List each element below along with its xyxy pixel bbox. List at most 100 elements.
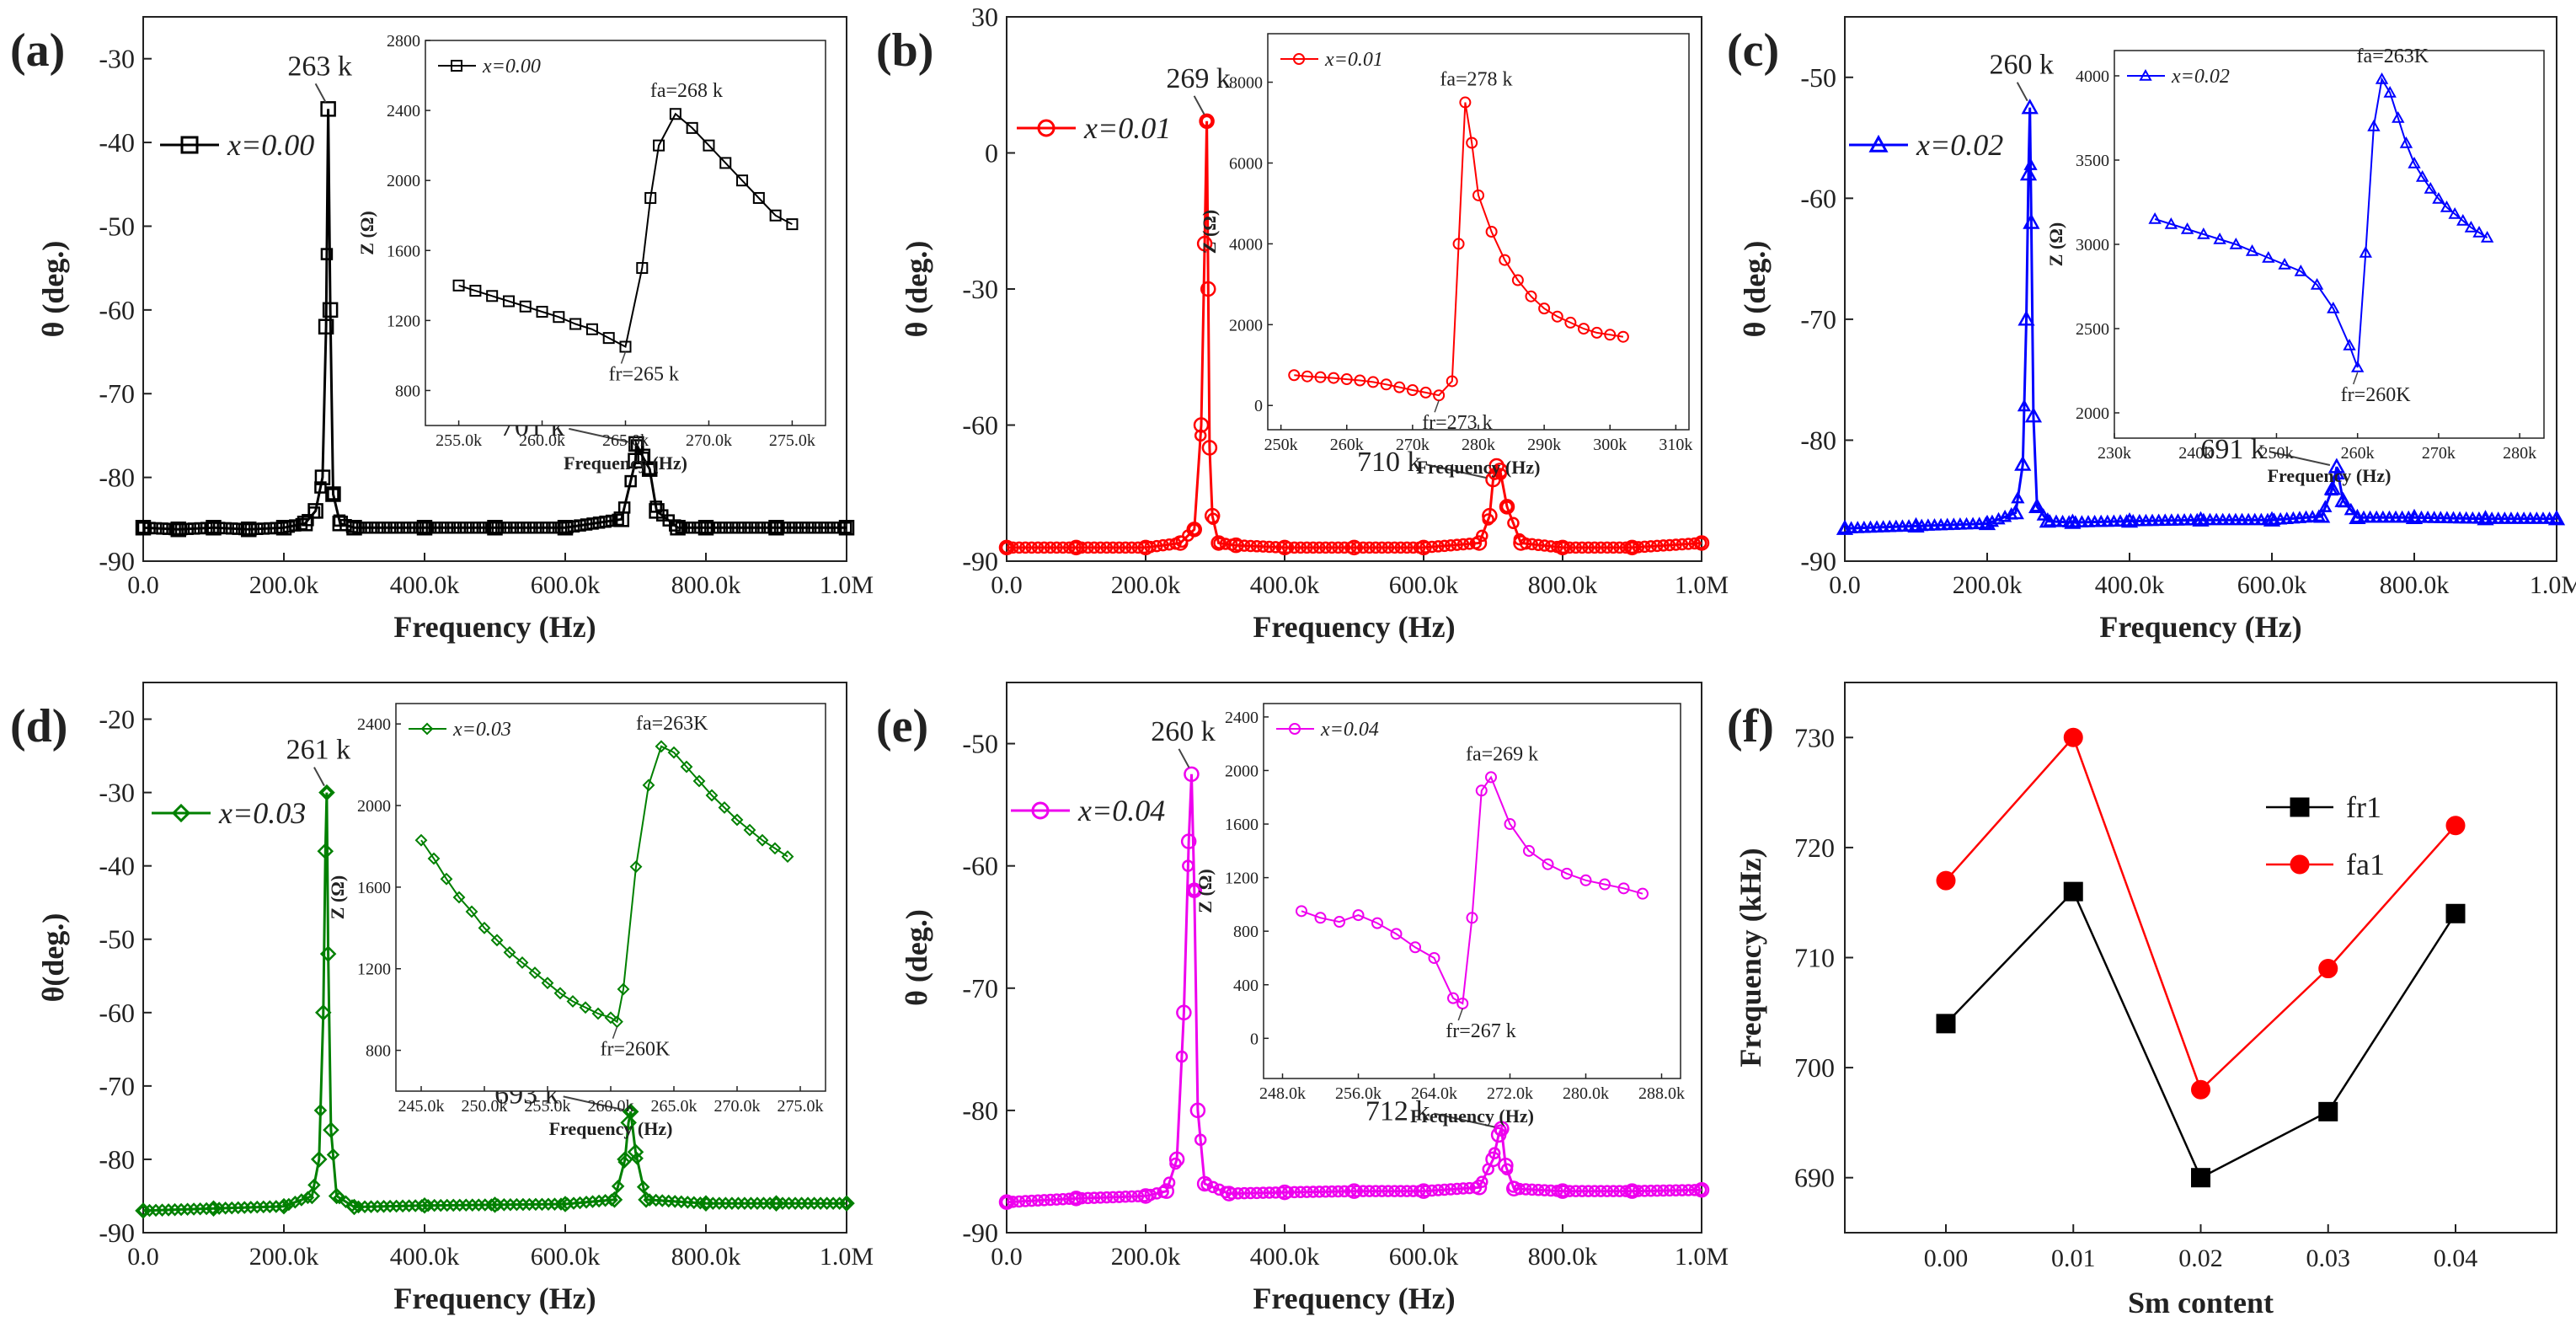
data-point xyxy=(2388,510,2403,523)
inset-data-point xyxy=(1352,909,1365,922)
data-point xyxy=(1425,540,1439,554)
inset-data-point xyxy=(1466,912,1478,924)
data-point xyxy=(1188,884,1200,896)
inset-x-tick-label: 240k xyxy=(2178,444,2212,463)
data-point xyxy=(1959,516,1974,530)
data-point xyxy=(1657,1184,1670,1197)
inset-data-point xyxy=(1367,376,1379,388)
data-point xyxy=(428,521,441,534)
series-line xyxy=(1006,773,1702,1204)
inset-fr-annotation: fr=260K xyxy=(601,1039,671,1061)
data-point xyxy=(1563,1185,1576,1197)
inset-plot: 800 1200 1600 2000 2400 245.0k 250.0k 255.0k 260… xyxy=(327,703,826,1139)
data-point xyxy=(2126,513,2140,527)
data-point xyxy=(1663,1184,1676,1197)
data-point xyxy=(1211,535,1227,551)
data-point xyxy=(1388,541,1401,554)
annotation-antiresonance: 712 k xyxy=(1365,1096,1430,1127)
data-point xyxy=(795,521,808,534)
inset-x-tick-label: 270.0k xyxy=(714,1097,761,1116)
inset-x-axis-label: Frequency (Hz) xyxy=(564,452,687,474)
data-point xyxy=(1294,1186,1307,1199)
inset-fa-annotation: fa=269 k xyxy=(1466,743,1538,765)
data-point xyxy=(1288,1186,1301,1199)
data-point xyxy=(1688,1184,1701,1196)
data-point xyxy=(2434,511,2448,523)
data-point xyxy=(1301,1186,1313,1198)
data-point xyxy=(2190,512,2205,526)
data-point xyxy=(1876,520,1890,533)
y-tick-label: -80 xyxy=(962,1095,998,1126)
data-point xyxy=(1444,1183,1457,1196)
inset-data-point xyxy=(2148,211,2162,224)
data-point xyxy=(2466,511,2480,524)
plot-frame xyxy=(142,16,847,562)
inset-data-point xyxy=(2424,181,2437,194)
panel-c: (c) -90 -80 -70 -60 -50 0.0 200.0k 400.0k 600.0k 8… xyxy=(1727,16,2576,644)
data-point xyxy=(1204,507,1221,524)
data-point xyxy=(1588,1185,1601,1197)
data-point xyxy=(1693,1181,1710,1198)
data-point xyxy=(1019,1195,1032,1207)
data-point xyxy=(1186,522,1202,538)
panel-label: (a) xyxy=(10,24,65,77)
inset-legend-label: x=0.04 xyxy=(1320,719,1379,741)
data-point xyxy=(2228,512,2243,526)
x-axis-label: Sm content xyxy=(2128,1286,2274,1319)
x-tick-label: 0.01 xyxy=(2051,1244,2096,1272)
data-point xyxy=(1263,540,1276,554)
inset-data-point xyxy=(1617,330,1629,343)
data-point xyxy=(1056,1192,1070,1206)
data-point xyxy=(1978,514,1996,531)
data-point xyxy=(516,521,530,534)
data-point xyxy=(1432,540,1445,553)
data-point xyxy=(212,522,226,534)
y-axis-label: θ(deg.) xyxy=(36,913,70,1003)
data-point xyxy=(1168,1151,1185,1168)
data-point xyxy=(2017,399,2032,412)
inset-data-point xyxy=(2164,217,2178,229)
data-point xyxy=(251,522,264,536)
data-point xyxy=(1176,1004,1192,1021)
data-point xyxy=(2331,467,2345,480)
inset-data-point xyxy=(1296,905,1307,918)
inset-y-tick-label: 6000 xyxy=(1229,154,1263,173)
data-point xyxy=(1044,1193,1057,1207)
inset-y-tick-label: 1200 xyxy=(1225,870,1259,888)
data-point xyxy=(586,517,599,530)
data-point xyxy=(1363,541,1376,554)
inset-data-point xyxy=(655,740,668,753)
inset-data-point xyxy=(2294,264,2308,276)
inset-data-point xyxy=(1380,378,1392,391)
x-tick-label: 200.0k xyxy=(1111,571,1181,599)
x-tick-label: 400.0k xyxy=(390,1243,460,1271)
data-point xyxy=(1186,882,1202,898)
data-point xyxy=(2427,511,2441,523)
data-point xyxy=(1644,1185,1658,1197)
data-point xyxy=(719,521,732,534)
data-point xyxy=(318,318,334,335)
data-point xyxy=(2036,508,2050,521)
y-tick-label: -40 xyxy=(99,851,135,881)
y-tick-label: 0 xyxy=(985,138,998,169)
legend: x=0.00 xyxy=(160,128,314,162)
data-point xyxy=(1250,540,1264,553)
legend-marker xyxy=(1031,801,1050,820)
data-point xyxy=(2192,511,2210,527)
data-point xyxy=(592,516,606,529)
data-point xyxy=(320,101,336,117)
inset-fr-annotation: fr=260K xyxy=(2341,384,2412,406)
inset-fa-annotation: fa=278 k xyxy=(1440,69,1512,91)
data-point xyxy=(1119,1191,1132,1203)
y-tick-label: 730 xyxy=(1794,722,1835,752)
data-point xyxy=(1100,1191,1114,1204)
data-point xyxy=(2021,99,2039,115)
inset-data-point xyxy=(2350,360,2365,372)
inset-data-point xyxy=(1288,369,1301,382)
inset-y-tick-label: 800 xyxy=(395,382,420,400)
inset-y-tick-label: 2000 xyxy=(387,172,420,190)
inset-data-point xyxy=(1485,771,1497,784)
data-point xyxy=(768,519,784,536)
data-point xyxy=(510,521,523,534)
data-point xyxy=(1388,1185,1401,1197)
